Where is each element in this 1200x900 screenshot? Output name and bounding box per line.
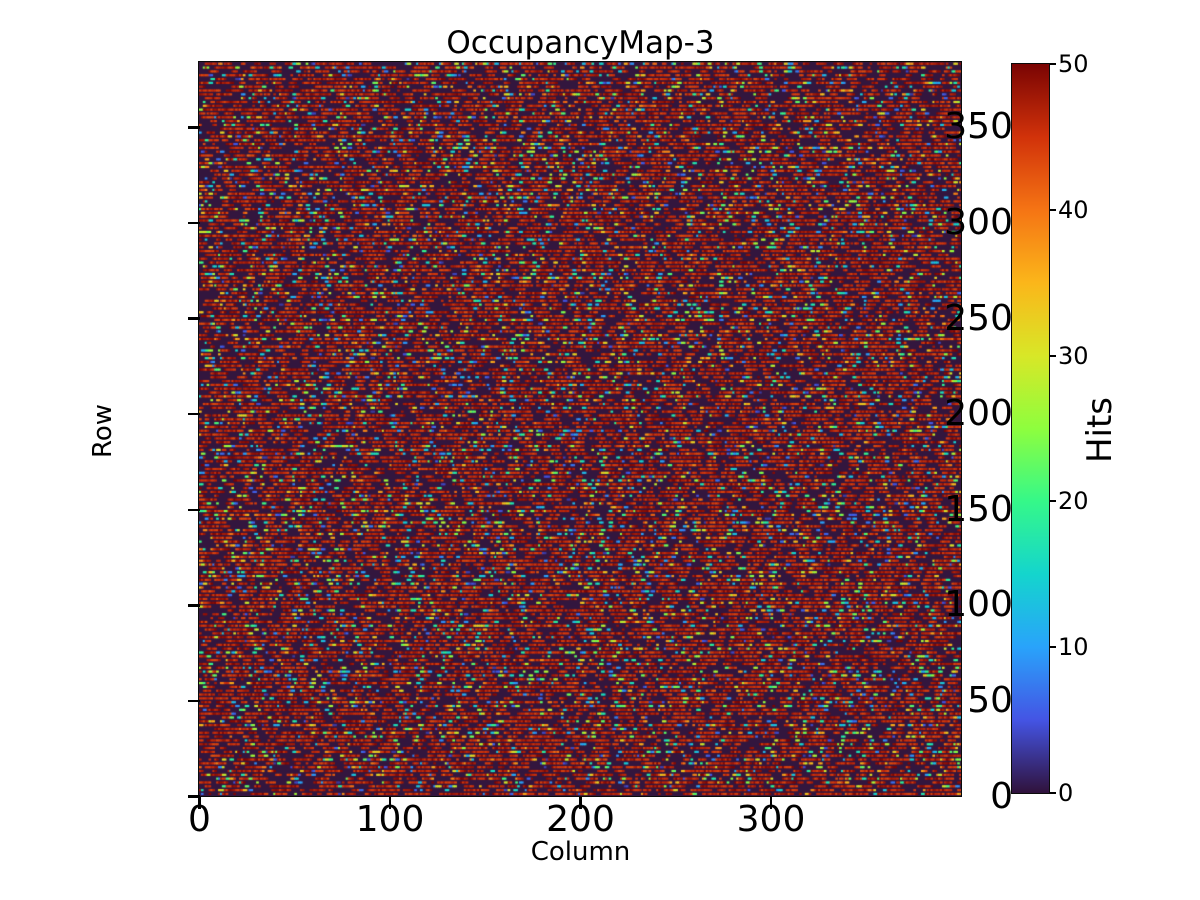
y-tick-label: 100 xyxy=(944,584,1013,626)
x-axis-label: Column xyxy=(530,837,631,867)
colorbar-tick-mark xyxy=(1048,500,1056,503)
colorbar-label: Hits xyxy=(1080,396,1120,464)
y-tick-label: 350 xyxy=(944,106,1013,148)
y-tick-label: 50 xyxy=(967,679,1013,721)
colorbar-tick-mark xyxy=(1048,792,1056,794)
colorbar-tick-label: 20 xyxy=(1058,487,1089,516)
y-tick-label: 0 xyxy=(990,775,1013,817)
y-tick-mark xyxy=(187,604,200,607)
y-tick-mark xyxy=(187,508,200,511)
colorbar-tick-mark xyxy=(1048,354,1056,357)
chart-title: OccupancyMap-3 xyxy=(446,25,715,61)
heatmap-canvas xyxy=(199,62,961,796)
x-tick-label: 0 xyxy=(188,799,211,840)
colorbar-tick-mark xyxy=(1048,63,1056,65)
colorbar-tick-label: 40 xyxy=(1058,195,1089,224)
x-tick-mark xyxy=(388,797,392,809)
y-tick-label: 150 xyxy=(944,488,1013,530)
y-tick-mark xyxy=(187,413,200,416)
x-tick-label: 200 xyxy=(546,799,615,840)
colorbar-tick-label: 30 xyxy=(1058,341,1089,370)
y-axis-label: Row xyxy=(88,403,118,459)
x-tick-mark xyxy=(579,797,582,809)
colorbar-tick-label: 10 xyxy=(1058,633,1089,662)
plot-area xyxy=(198,61,962,797)
colorbar-tick-mark xyxy=(1048,646,1056,649)
colorbar-tick-mark xyxy=(1048,208,1056,211)
y-tick-mark xyxy=(187,795,200,798)
x-tick-mark xyxy=(769,797,773,809)
colorbar-tick-label: 50 xyxy=(1058,50,1089,78)
y-tick-mark xyxy=(187,126,200,129)
y-tick-label: 250 xyxy=(944,297,1013,339)
y-tick-label: 300 xyxy=(944,202,1013,244)
x-tick-mark xyxy=(198,797,201,809)
colorbar xyxy=(1011,63,1050,794)
y-tick-mark xyxy=(187,699,200,703)
colorbar-tick-label: 0 xyxy=(1058,779,1074,807)
y-tick-label: 200 xyxy=(944,393,1013,435)
y-tick-mark xyxy=(187,317,200,320)
x-tick-label: 100 xyxy=(355,799,425,840)
y-tick-mark xyxy=(187,221,200,225)
x-tick-label: 300 xyxy=(736,799,806,840)
